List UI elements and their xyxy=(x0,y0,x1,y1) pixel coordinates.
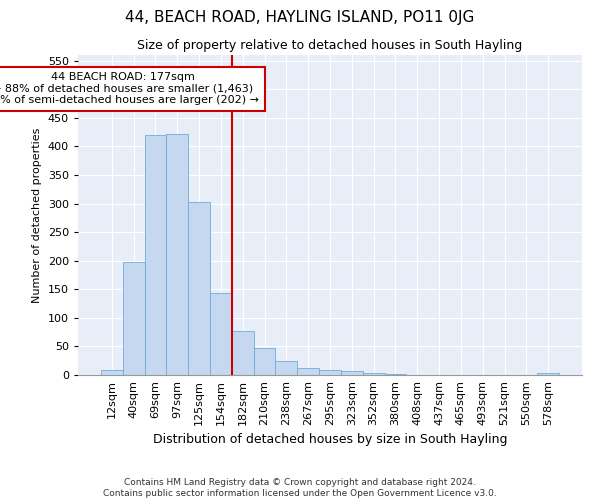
Text: Contains HM Land Registry data © Crown copyright and database right 2024.
Contai: Contains HM Land Registry data © Crown c… xyxy=(103,478,497,498)
Bar xyxy=(297,368,319,375)
Bar xyxy=(101,370,123,375)
Bar xyxy=(145,135,166,375)
X-axis label: Distribution of detached houses by size in South Hayling: Distribution of detached houses by size … xyxy=(153,433,507,446)
Bar xyxy=(232,331,254,375)
Bar xyxy=(188,202,210,375)
Y-axis label: Number of detached properties: Number of detached properties xyxy=(32,128,42,302)
Bar xyxy=(341,371,363,375)
Bar xyxy=(254,348,275,375)
Bar xyxy=(275,362,297,375)
Bar xyxy=(123,262,145,375)
Bar xyxy=(363,372,385,375)
Title: Size of property relative to detached houses in South Hayling: Size of property relative to detached ho… xyxy=(137,40,523,52)
Bar xyxy=(385,374,406,375)
Bar xyxy=(210,294,232,375)
Bar xyxy=(166,134,188,375)
Text: 44, BEACH ROAD, HAYLING ISLAND, PO11 0JG: 44, BEACH ROAD, HAYLING ISLAND, PO11 0JG xyxy=(125,10,475,25)
Text: 44 BEACH ROAD: 177sqm
← 88% of detached houses are smaller (1,463)
12% of semi-d: 44 BEACH ROAD: 177sqm ← 88% of detached … xyxy=(0,72,259,106)
Bar xyxy=(537,374,559,375)
Bar xyxy=(319,370,341,375)
